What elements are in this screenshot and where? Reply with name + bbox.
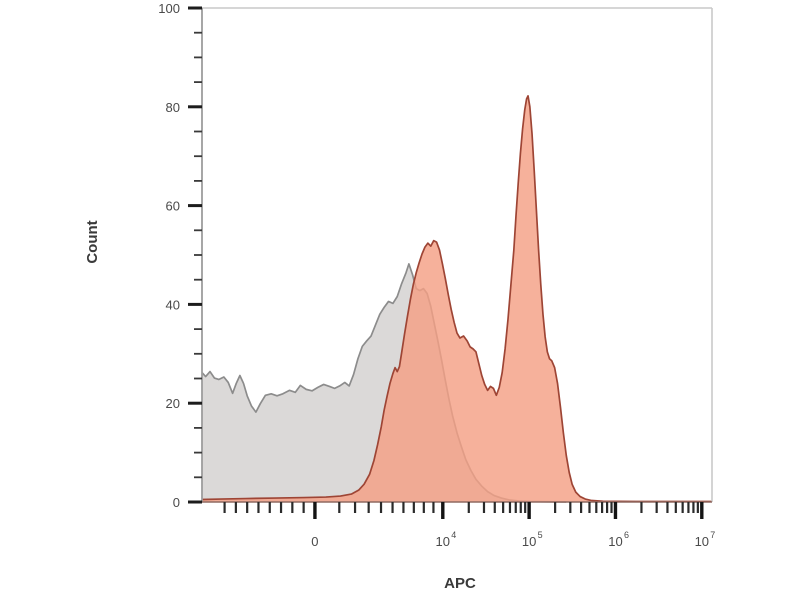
x-tick-label-exponent: 5 xyxy=(538,530,543,540)
y-tick-label: 20 xyxy=(166,396,180,411)
y-tick-label: 0 xyxy=(173,495,180,510)
x-tick-label: 10 5 xyxy=(522,530,543,549)
x-tick-label-base: 10 xyxy=(695,534,709,549)
y-axis-title: Count xyxy=(84,220,101,263)
x-tick-label: 0 xyxy=(311,534,318,549)
x-tick-label-exponent: 7 xyxy=(710,530,715,540)
x-tick-label: 10 7 xyxy=(695,530,716,549)
x-tick-label-base: 0 xyxy=(311,534,318,549)
x-tick-label: 10 6 xyxy=(608,530,629,549)
x-tick-label: 10 4 xyxy=(436,530,457,549)
series-layer xyxy=(201,95,712,503)
y-tick-label: 100 xyxy=(158,1,180,16)
y-tick-label: 60 xyxy=(166,199,180,214)
y-axis-tick-labels: 0 20 40 60 80 100 xyxy=(158,1,180,510)
x-tick-label-base: 10 xyxy=(522,534,536,549)
y-axis-ticks xyxy=(188,6,202,504)
x-axis-title: APC xyxy=(444,575,476,592)
y-tick-label: 80 xyxy=(166,100,180,115)
x-axis-tick-labels: 0 10 4 10 5 10 6 10 7 xyxy=(311,530,715,549)
x-tick-label-base: 10 xyxy=(436,534,450,549)
x-axis-ticks xyxy=(223,502,704,519)
series-stained-red xyxy=(201,95,712,503)
series-fill-control-gray xyxy=(202,263,567,502)
x-tick-label-base: 10 xyxy=(608,534,622,549)
y-tick-label: 40 xyxy=(166,297,180,312)
x-tick-label-exponent: 4 xyxy=(451,530,456,540)
x-tick-label-exponent: 6 xyxy=(624,530,629,540)
series-outline-stained-red xyxy=(201,95,712,503)
series-fill-stained-red xyxy=(202,95,712,503)
